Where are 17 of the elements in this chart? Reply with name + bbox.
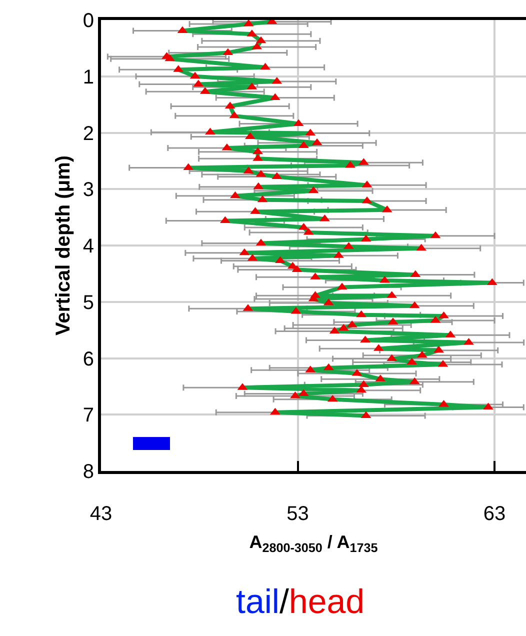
text: head — [288, 583, 365, 621]
x-tick-label: 43 — [90, 503, 112, 525]
text: tail — [236, 583, 280, 621]
y-tick-label: 8 — [82, 461, 94, 483]
y-tick-label: 3 — [82, 179, 94, 202]
x-tick-label: 63 — [483, 503, 506, 525]
y-tick-label: 7 — [82, 404, 94, 427]
x-tick-label: 53 — [286, 503, 309, 525]
y-tick-label: 0 — [82, 10, 94, 32]
y-axis-title: Vertical depth (μm) — [52, 155, 74, 336]
y-tick-label: 6 — [82, 348, 94, 370]
y-tick-label: 4 — [82, 236, 94, 258]
y-tick-label: 2 — [82, 122, 94, 145]
y-tick-label: 1 — [82, 66, 94, 88]
text: / — [279, 583, 290, 621]
y-tick-label: 5 — [82, 292, 94, 314]
x-axis-title: A$_{2800-3050}$ / A$_{1735}$ — [249, 532, 378, 555]
